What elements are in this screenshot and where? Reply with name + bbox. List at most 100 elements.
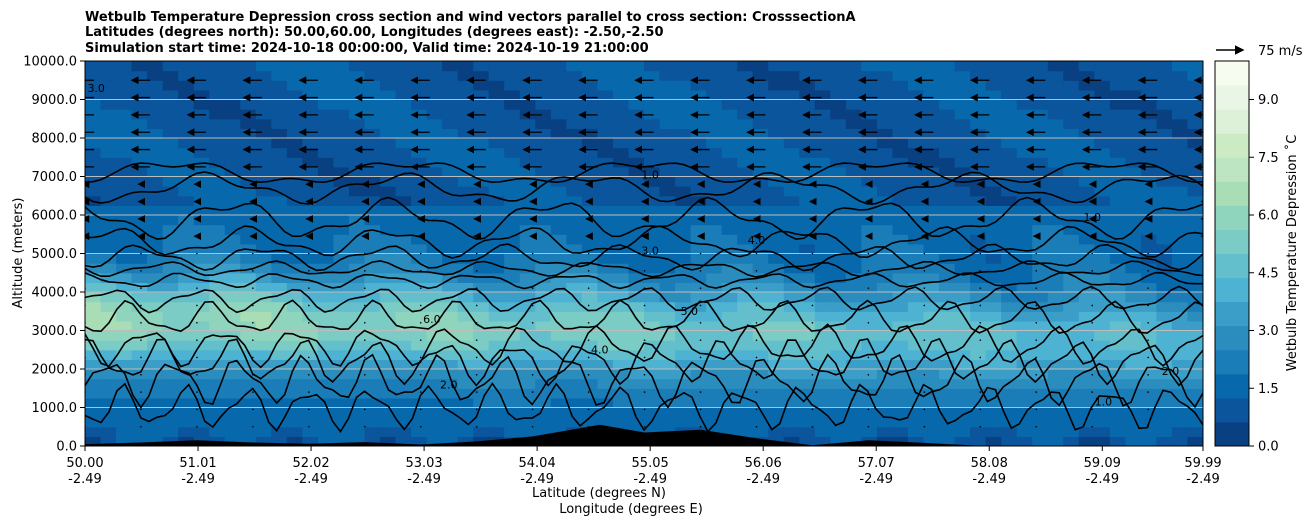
field-cell [690, 215, 707, 226]
field-cell [1063, 89, 1080, 101]
field-cell [519, 138, 536, 149]
field-cell [131, 378, 148, 389]
field-cell [876, 292, 894, 303]
field-cell [581, 195, 599, 206]
wind-vector [419, 304, 422, 307]
field-cell [830, 417, 847, 428]
wind-vector [923, 304, 926, 307]
field-cell [411, 70, 428, 81]
field-cell [1032, 215, 1049, 226]
field-cell [395, 311, 412, 322]
field-cell [426, 80, 443, 91]
field-cell [348, 340, 366, 351]
field-cell [799, 166, 816, 178]
field-cell [100, 224, 117, 235]
wind-vector [363, 252, 366, 255]
field-cell [504, 320, 521, 332]
field-cell [550, 70, 567, 81]
field-cell [814, 253, 831, 264]
field-cell [411, 253, 428, 264]
field-cell [1171, 292, 1189, 303]
field-cell [147, 118, 164, 129]
field-cell [504, 99, 521, 110]
wind-vector [419, 252, 422, 255]
field-cell [100, 426, 117, 437]
field-cell [566, 349, 583, 360]
field-cell [333, 243, 350, 255]
field-cell [224, 272, 241, 283]
field-cell [799, 186, 816, 197]
field-cell [1001, 61, 1018, 72]
field-cell [131, 70, 148, 81]
field-cell [923, 349, 940, 360]
field-cell [457, 330, 474, 341]
colorbar-swatch [1215, 301, 1249, 327]
field-cell [799, 109, 816, 120]
field-cell [985, 378, 1002, 389]
field-cell [286, 282, 303, 293]
field-cell [317, 301, 335, 312]
wind-vector [1203, 391, 1205, 393]
field-cell [1078, 369, 1095, 380]
field-cell [1171, 118, 1189, 129]
field-cell [348, 138, 366, 149]
field-cell [333, 234, 350, 245]
field-cell [488, 407, 505, 418]
field-cell [131, 407, 148, 418]
field-cell [178, 195, 195, 206]
field-cell [100, 70, 117, 81]
field-cell [985, 397, 1002, 409]
field-cell [504, 234, 521, 245]
field-cell [876, 340, 894, 351]
field-cell [473, 417, 490, 428]
wind-vector [699, 356, 702, 359]
field-cell [737, 263, 754, 274]
field-cell [768, 272, 785, 283]
field-cell [954, 186, 971, 197]
field-cell [612, 311, 630, 322]
field-cell [923, 378, 940, 389]
field-cell [861, 224, 878, 235]
field-cell [1078, 109, 1095, 120]
field-cell [861, 109, 878, 120]
field-cell [721, 186, 738, 197]
field-cell [612, 263, 630, 274]
field-cell [581, 311, 599, 322]
field-cell [566, 89, 583, 101]
field-cell [240, 292, 257, 303]
field-cell [721, 89, 738, 101]
field-cell [286, 388, 303, 399]
field-cell [861, 282, 878, 293]
field-cell [830, 292, 847, 303]
field-cell [1094, 128, 1111, 139]
field-cell [628, 397, 645, 409]
field-cell [1125, 157, 1142, 168]
field-cell [1016, 61, 1033, 72]
field-cell [550, 263, 567, 274]
field-cell [566, 243, 583, 255]
field-cell [1156, 426, 1173, 437]
field-cell [1094, 311, 1111, 322]
wind-vector [979, 408, 982, 411]
field-cell [892, 89, 909, 101]
wind-vector [252, 287, 254, 289]
field-cell [1032, 397, 1049, 409]
x-tick-label-latitude: 51.01 [179, 456, 216, 471]
field-cell [597, 157, 614, 168]
field-cell [1063, 224, 1080, 235]
field-cell [628, 388, 645, 399]
field-cell [488, 378, 505, 389]
field-cell [317, 253, 335, 264]
field-cell [1109, 157, 1126, 168]
field-cell [876, 176, 894, 187]
field-cell [178, 388, 195, 399]
field-cell [721, 118, 738, 129]
field-cell [1032, 166, 1049, 178]
field-cell [255, 234, 272, 245]
field-cell [519, 388, 536, 399]
field-cell [768, 282, 785, 293]
field-cell [644, 243, 661, 255]
field-cell [333, 436, 350, 446]
field-cell [100, 292, 117, 303]
field-cell [348, 70, 366, 81]
